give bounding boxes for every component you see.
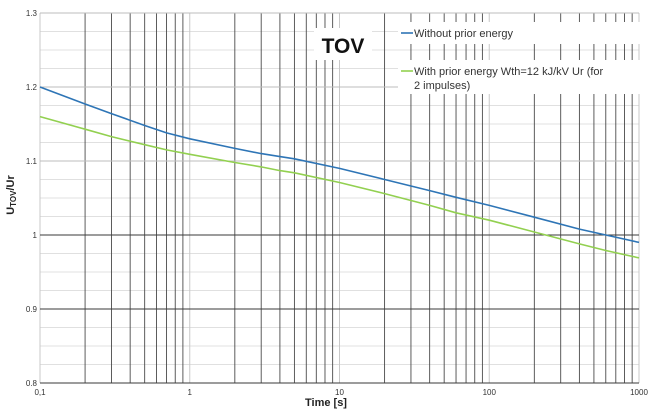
chart-title-background: [314, 28, 372, 60]
series-line-1: [39, 115, 640, 259]
legend-background-1: [398, 22, 642, 44]
x-tick-label: 10: [335, 388, 344, 397]
legend-label-with-prior-energy: With prior energy Wth=12 kJ/kV Ur (for 2 …: [414, 66, 604, 92]
y-axis-title-main: U: [5, 207, 17, 215]
legend-background-2: [398, 60, 650, 94]
y-axis-title-subscript: TOV: [9, 190, 18, 207]
x-tick-label: 1000: [630, 388, 648, 397]
y-axis-title-tail: /Ur: [5, 175, 17, 191]
x-tick-label: 100: [483, 388, 497, 397]
legend-label-without-prior-energy: Without prior energy: [414, 28, 514, 40]
legend-label-line-1: With prior energy Wth=12 kJ/kV Ur (for: [414, 66, 604, 78]
legend: Without prior energy With prior energy W…: [398, 22, 650, 94]
y-tick-label: 1.2: [26, 83, 38, 92]
y-tick-label: 0.9: [26, 305, 38, 314]
y-tick-label: 1.1: [26, 157, 38, 166]
y-tick-label: 1.3: [26, 9, 38, 18]
series-layer: [39, 86, 640, 259]
x-tick-label: 1: [188, 388, 193, 397]
tick-labels: 0,1 1 10 100 1000 0.8 0.9 1 1.1 1.2 1.3: [26, 9, 649, 397]
x-axis-title: Time [s]: [305, 397, 347, 409]
chart-title: TOV: [322, 35, 365, 58]
series-line-0: [39, 86, 640, 244]
y-tick-label: 1: [33, 231, 38, 240]
x-tick-label: 0,1: [34, 388, 46, 397]
legend-label-line-2: 2 impulses): [414, 80, 470, 92]
y-tick-label: 0.8: [26, 379, 38, 388]
y-axis-title: UTOV/Ur: [5, 175, 18, 215]
